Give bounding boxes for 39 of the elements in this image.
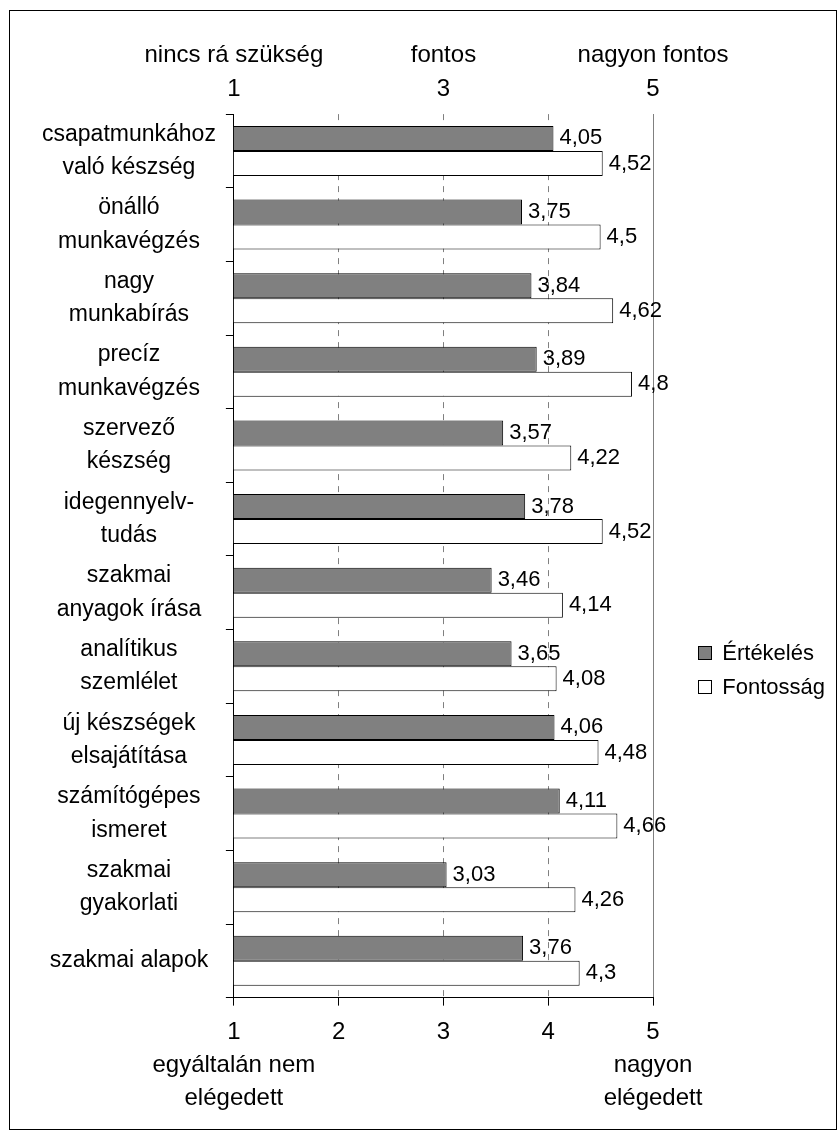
x2-tick-label: 5: [646, 74, 660, 102]
x-tick-label: 5 nagyon elégedett: [603, 1016, 703, 1111]
y-tick-label: szakmai gyakorlati: [79, 855, 179, 916]
x2-tick-label: 3: [436, 74, 451, 102]
data-label: 4,11: [565, 787, 607, 813]
text: nincs rá szükség: [144, 39, 324, 67]
data-label: 4,66: [623, 812, 667, 838]
data-label: 3,57: [509, 418, 552, 444]
data-label: 3,76: [529, 934, 572, 960]
legend-label: Értékelés: [722, 640, 814, 666]
data-label: 4,26: [581, 885, 625, 911]
data-label: 4,14: [568, 591, 612, 617]
data-label: 4,06: [560, 713, 604, 739]
x-tick-label: 4: [541, 1016, 555, 1044]
x-tick-label: 1 egyáltalán nem elégedett: [152, 1016, 316, 1111]
data-label: 4,3: [585, 959, 617, 985]
data-label: 4,48: [604, 738, 648, 764]
data-label: 4,5: [606, 223, 638, 249]
data-label: 3,75: [528, 198, 571, 224]
text: Fontosság: [722, 674, 825, 700]
data-label: 3,78: [531, 492, 574, 518]
text: fontos: [410, 39, 477, 67]
y-tick-label: szakmai alapok: [49, 946, 209, 973]
text: nagyon fontos: [577, 39, 729, 67]
data-label: 3,46: [497, 566, 541, 592]
data-label: 4,22: [577, 444, 621, 470]
data-label: 4,08: [562, 664, 606, 690]
data-label: 3,89: [542, 345, 586, 371]
data-label: 4,05: [559, 124, 603, 150]
data-label: 3,84: [537, 271, 581, 297]
x2-tick-label: 1: [227, 74, 241, 102]
x-tick-label: 2: [331, 1016, 346, 1044]
data-label: 4,52: [608, 149, 652, 175]
data-label: 4,8: [638, 370, 669, 396]
data-label: 3,03: [452, 860, 496, 886]
data-label: 3,65: [517, 639, 561, 665]
data-label: 4,62: [619, 296, 663, 322]
x-tick-label: 3: [436, 1016, 451, 1044]
data-label: 4,52: [608, 517, 652, 543]
